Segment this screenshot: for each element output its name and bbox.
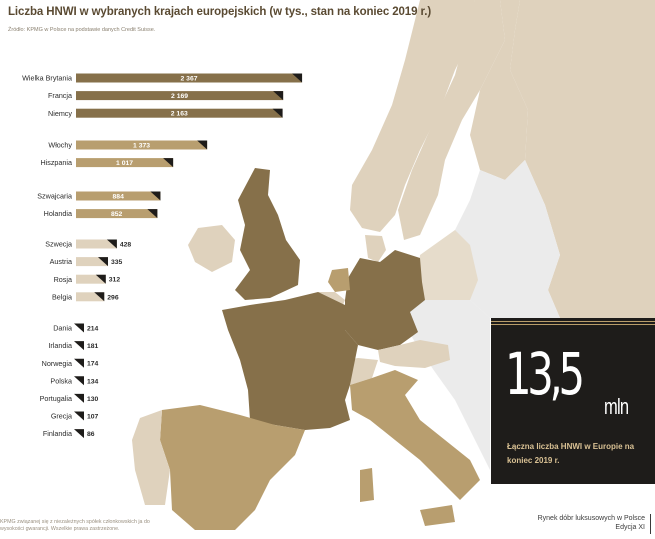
- bar-value-niemcy: 2 163: [171, 111, 188, 118]
- bar-value-dania: 214: [87, 326, 99, 333]
- total-hnwi-box: 13,5 mln Łączna liczba HNWI w Europie na…: [491, 318, 655, 484]
- map-poland: [418, 230, 478, 308]
- bar-end-marker-niemcy: [272, 108, 283, 118]
- map-portugal: [132, 410, 170, 505]
- bar-value-belgia: 296: [107, 294, 119, 301]
- bar-holandia: [76, 209, 158, 219]
- bar-belgia: [76, 292, 105, 302]
- bar-rosja: [76, 274, 106, 284]
- map-italy: [350, 370, 480, 500]
- bar-hiszpania: [76, 158, 174, 168]
- bar-end-marker-portugalia: [74, 393, 84, 403]
- map-sweden: [398, 0, 505, 240]
- bar-end-marker-szwecja: [106, 239, 117, 249]
- bar-end-marker-hiszpania: [163, 158, 174, 168]
- bar-label-norwegia: Norwegia: [42, 359, 72, 368]
- bar-value-finlandia: 86: [87, 431, 95, 438]
- chart-source: Źródło: KPMG w Polsce na podstawie danyc…: [8, 27, 156, 33]
- map-norway: [350, 0, 475, 232]
- bar-value-hiszpania: 1 017: [116, 160, 133, 167]
- bar-value-holandia: 852: [111, 211, 123, 218]
- map-sicily: [420, 505, 455, 526]
- bar-end-marker-rosja: [95, 274, 106, 284]
- bar-end-marker-irlandia: [74, 341, 84, 351]
- bar-label-szwajcaria: Szwajcaria: [37, 192, 72, 201]
- bar-end-marker-norwegia: [74, 358, 84, 368]
- bar-francja: [76, 91, 284, 101]
- bar-value-wielka-brytania: 2 367: [181, 76, 198, 83]
- bar-end-marker-grecja: [74, 411, 84, 421]
- bar-wlochy: [76, 140, 208, 150]
- bar-value-francja: 2 169: [171, 93, 188, 100]
- bar-value-grecja: 107: [87, 414, 99, 421]
- footer-publication: Rynek dóbr luksusowych w Polsce Edycja X…: [500, 514, 645, 532]
- bar-value-austria: 335: [111, 259, 123, 266]
- bar-szwajcaria: [76, 191, 161, 201]
- map-spain: [160, 405, 305, 530]
- map-uk: [235, 168, 300, 300]
- bar-label-holandia: Holandia: [44, 209, 72, 218]
- bar-label-francja: Francja: [48, 91, 72, 100]
- bar-end-marker-finlandia: [74, 429, 84, 439]
- bar-value-wlochy: 1 373: [133, 143, 150, 150]
- total-hnwi-number: 13,5: [505, 340, 585, 408]
- footer-legal: KPMG związanej się z niezależnych spółek…: [0, 519, 150, 532]
- map-germany: [345, 250, 425, 350]
- chart-title: Liczba HNWI w wybranych krajach europejs…: [8, 6, 432, 18]
- total-hnwi-caption: Łączna liczba HNWI w Europie na koniec 2…: [507, 442, 635, 465]
- bar-austria: [76, 257, 108, 267]
- bar-label-wlochy: Włochy: [48, 141, 72, 150]
- bar-label-hiszpania: Hiszpania: [40, 158, 72, 167]
- bar-value-polska: 134: [87, 378, 99, 385]
- bar-end-marker-wlochy: [197, 140, 208, 150]
- bar-label-szwecja: Szwecja: [45, 240, 72, 249]
- map-denmark: [365, 235, 386, 262]
- map-russia: [510, 0, 655, 318]
- bar-label-dania: Dania: [53, 324, 72, 333]
- box-rule-top: [491, 321, 655, 322]
- bar-label-austria: Austria: [50, 257, 72, 266]
- bar-label-belgia: Belgia: [52, 292, 72, 301]
- bar-label-grecja: Grecja: [51, 412, 72, 421]
- bar-label-wielka-brytania: Wielka Brytania: [22, 74, 72, 83]
- map-austria: [378, 340, 450, 368]
- map-ireland: [188, 225, 235, 272]
- total-hnwi-unit: mln: [604, 394, 629, 419]
- footer-publication-title: Rynek dóbr luksusowych w Polsce: [537, 515, 645, 522]
- bar-value-rosja: 312: [109, 277, 121, 284]
- bar-end-marker-dania: [74, 323, 84, 333]
- bar-end-marker-polska: [74, 376, 84, 386]
- footer-publication-edition: Edycja XI: [615, 524, 645, 531]
- bar-szwecja: [76, 239, 117, 249]
- bar-label-finlandia: Finlandia: [43, 429, 72, 438]
- bar-end-marker-szwajcaria: [150, 191, 161, 201]
- bar-value-szwecja: 428: [120, 242, 132, 249]
- bar-value-irlandia: 181: [87, 343, 99, 350]
- bar-label-rosja: Rosja: [54, 275, 72, 284]
- bar-wielka-brytania: [76, 73, 303, 83]
- map-netherlands: [328, 268, 350, 292]
- bar-end-marker-holandia: [147, 209, 158, 219]
- bar-value-portugalia: 130: [87, 396, 99, 403]
- bar-label-irlandia: Irlandia: [48, 341, 72, 350]
- bar-label-polska: Polska: [50, 376, 72, 385]
- bar-niemcy: [76, 108, 283, 118]
- map-sardinia: [360, 468, 374, 502]
- map-france: [222, 292, 358, 430]
- bar-value-szwajcaria: 884: [113, 194, 125, 201]
- bar-end-marker-austria: [97, 257, 108, 267]
- bar-label-portugalia: Portugalia: [40, 394, 72, 403]
- bar-value-norwegia: 174: [87, 361, 99, 368]
- bar-label-niemcy: Niemcy: [48, 109, 72, 118]
- box-rule-second: [491, 324, 655, 325]
- bar-end-marker-francja: [273, 91, 284, 101]
- bar-end-marker-belgia: [94, 292, 105, 302]
- bar-end-marker-wielka-brytania: [292, 73, 303, 83]
- footer-rule: [650, 514, 651, 534]
- map-finland: [470, 0, 528, 180]
